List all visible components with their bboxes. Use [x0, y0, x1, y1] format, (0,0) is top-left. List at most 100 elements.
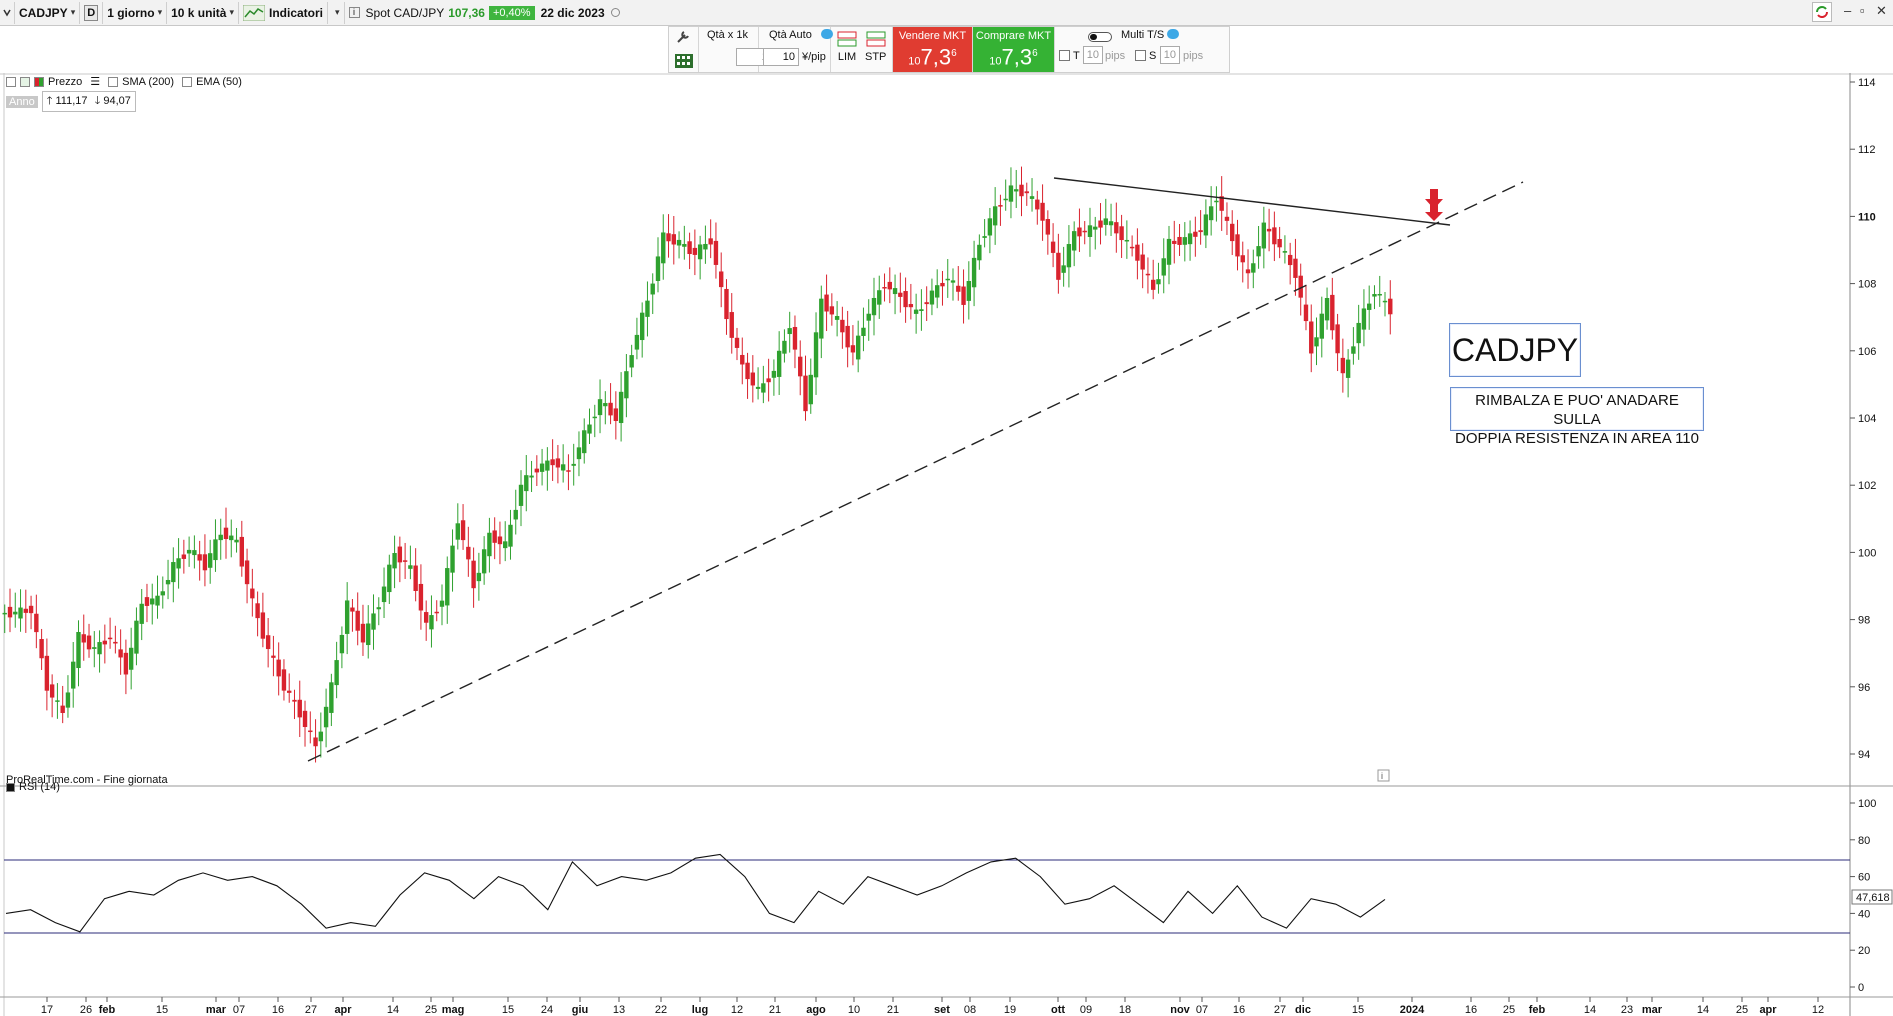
- candle-body: [350, 607, 355, 612]
- candle-body: [86, 635, 92, 650]
- indicators-button[interactable]: Indicatori: [239, 1, 328, 24]
- candle-body: [1382, 300, 1388, 303]
- candle-body: [171, 562, 176, 583]
- resistance-trendline[interactable]: [1053, 177, 1451, 226]
- info-small-icon[interactable]: i: [1377, 769, 1390, 782]
- candle-body: [1082, 230, 1087, 233]
- sync-icon: [1816, 6, 1828, 18]
- candle-body: [582, 430, 587, 454]
- time-tick-label: apr: [334, 1004, 352, 1016]
- legend-price[interactable]: Prezzo: [48, 75, 83, 88]
- zoom-out-icon[interactable]: [20, 76, 30, 87]
- list-icon[interactable]: ☰: [90, 76, 101, 88]
- time-tick-label: giu: [572, 1004, 589, 1016]
- multi-ts-toggle[interactable]: [1088, 32, 1112, 42]
- sell-market-button[interactable]: Vendere MKT 107,36: [893, 27, 973, 72]
- candle-body: [992, 206, 998, 226]
- stop-loss-checkbox[interactable]: [1135, 50, 1146, 61]
- units-selector[interactable]: 10 k unità ▾: [167, 1, 239, 24]
- range-box: 🡑 111,17 🡓 94,07: [41, 91, 136, 112]
- menu-icon-button[interactable]: [0, 1, 15, 24]
- annotation-title-box[interactable]: CADJPY: [1449, 323, 1581, 377]
- wrench-icon[interactable]: [675, 30, 691, 47]
- take-profit-checkbox[interactable]: [1059, 50, 1070, 61]
- time-tick-label: ott: [1051, 1004, 1065, 1016]
- keypad-icon[interactable]: [675, 54, 693, 71]
- time-tick-label: mar: [206, 1004, 227, 1016]
- candle-body: [455, 523, 460, 540]
- candle-body: [871, 297, 877, 316]
- sell-label: Vendere MKT: [898, 30, 967, 42]
- up-arrow-icon: 🡑: [46, 95, 53, 107]
- sync-button[interactable]: [1812, 2, 1832, 22]
- candle-body: [1366, 303, 1372, 310]
- candle-body: [834, 316, 840, 320]
- candle-body: [287, 690, 292, 693]
- candle-body: [176, 558, 181, 569]
- rsi-tick-label: 40: [1858, 908, 1870, 920]
- candle-body: [1208, 206, 1214, 221]
- take-profit-input[interactable]: 10: [1083, 46, 1103, 64]
- candle-body: [1098, 220, 1103, 228]
- period-badge-button[interactable]: D: [80, 1, 104, 24]
- chat-bubble-icon[interactable]: [821, 29, 833, 39]
- candle-body: [1071, 231, 1077, 251]
- candle-body: [1108, 221, 1114, 226]
- pip-value-input[interactable]: 10: [763, 48, 799, 66]
- buy-market-button[interactable]: Comprare MKT 107,36: [973, 27, 1055, 72]
- chat-bubble-icon[interactable]: [1167, 29, 1179, 39]
- candle-body: [239, 536, 245, 567]
- minimize-button[interactable]: –: [1844, 3, 1852, 18]
- stop-loss-input[interactable]: 10: [1160, 46, 1180, 64]
- period-badge: D: [84, 4, 99, 21]
- ema-checkbox[interactable]: [182, 76, 193, 87]
- legend-sma[interactable]: SMA (200): [122, 75, 175, 88]
- annotation-text-box[interactable]: RIMBALZA E PUO' ANADARE SULLA DOPPIA RES…: [1450, 387, 1704, 447]
- time-tick-label: 21: [887, 1004, 899, 1016]
- limit-order-button[interactable]: LIM: [837, 30, 857, 63]
- candle-body: [460, 520, 466, 541]
- legend-rsi[interactable]: RSI (14): [19, 781, 60, 793]
- candle-body: [92, 647, 97, 649]
- stp-label: STP: [865, 51, 887, 63]
- low-value: 94,07: [103, 95, 131, 107]
- candle-body: [503, 541, 508, 549]
- candle-body: [618, 391, 624, 424]
- chart-area[interactable]: 114 112 110 108 106 104 102 100 98 96 94 100 80 60 40…: [0, 73, 1893, 1016]
- candle-body: [634, 334, 640, 350]
- candle-body: [192, 550, 197, 556]
- candle-body: [624, 371, 629, 399]
- candle-body: [919, 309, 924, 311]
- down-arrow-icon: [1425, 189, 1443, 221]
- stop-order-button[interactable]: STP: [865, 30, 886, 63]
- support-trendline[interactable]: [307, 181, 1524, 762]
- zoom-in-icon[interactable]: [6, 76, 16, 87]
- candle-body: [65, 692, 71, 708]
- candle-body: [49, 684, 55, 698]
- restore-button[interactable]: ▫: [1860, 3, 1865, 18]
- time-tick-label: 14: [387, 1004, 399, 1016]
- info-icon[interactable]: i: [348, 7, 360, 18]
- candle-body: [719, 271, 724, 288]
- candle-body: [207, 553, 213, 568]
- buy-label: Comprare MKT: [975, 30, 1052, 42]
- indicators-dropdown[interactable]: ▾: [328, 1, 345, 24]
- timeframe-selector[interactable]: 1 giorno ▾: [103, 1, 168, 24]
- candle-body: [592, 416, 597, 419]
- annotation-text-line2: DOPPIA RESISTENZA IN AREA 110: [1455, 430, 1699, 447]
- candle-body: [39, 639, 44, 659]
- candle-body: [1361, 308, 1367, 330]
- candle-body: [729, 312, 734, 338]
- chevron-down-icon: ▾: [157, 7, 163, 17]
- candle-body: [924, 302, 929, 305]
- candle-body: [1161, 258, 1166, 276]
- legend-ema[interactable]: EMA (50): [196, 75, 242, 88]
- close-button[interactable]: ✕: [1876, 3, 1887, 18]
- candle-body: [798, 356, 803, 377]
- candle-body: [344, 600, 350, 634]
- candle-body: [276, 659, 281, 677]
- symbol-selector[interactable]: CADJPY ▾: [15, 1, 81, 24]
- sma-checkbox[interactable]: [108, 76, 119, 87]
- candle-body: [1024, 191, 1029, 194]
